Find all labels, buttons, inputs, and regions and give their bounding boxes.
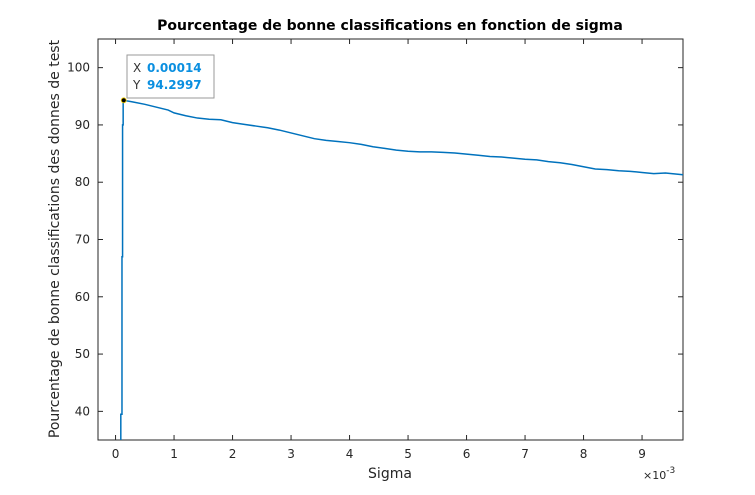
y-tick-label: 40: [75, 404, 90, 418]
x-tick-label: 5: [404, 447, 412, 461]
datatip-y-value: 94.2997: [147, 78, 202, 92]
x-axis-exponent-base: ×10: [643, 469, 666, 482]
datatip-marker: [120, 97, 127, 104]
x-axis: 0 1 2 3 4 5 6 7 8 9: [112, 39, 646, 461]
y-tick-label: 70: [75, 233, 90, 247]
chart-title: Pourcentage de bonne classifications en …: [157, 18, 623, 34]
x-axis-exponent: ×10-3: [643, 466, 675, 482]
y-axis: 40 50 60 70 80 90 100: [67, 61, 683, 418]
x-tick-label: 6: [463, 447, 471, 461]
y-tick-label: 80: [75, 175, 90, 189]
x-tick-label: 9: [638, 447, 646, 461]
y-tick-label: 50: [75, 347, 90, 361]
x-tick-label: 0: [112, 447, 120, 461]
x-tick-label: 2: [229, 447, 237, 461]
datatip-box: [126, 54, 215, 99]
plot-area: [97, 38, 684, 441]
x-tick-label: 4: [346, 447, 354, 461]
y-axis-label: Pourcentage de bonne classifications des…: [47, 39, 63, 438]
x-axis-exponent-power: -3: [666, 466, 675, 476]
x-axis-label: Sigma: [368, 466, 412, 482]
x-tick-label: 7: [521, 447, 529, 461]
datatip-y-key: Y: [132, 78, 141, 92]
datatip-x-key: X: [133, 61, 141, 75]
y-tick-label: 90: [75, 118, 90, 132]
series-line: [120, 99, 684, 440]
x-tick-label: 1: [170, 447, 178, 461]
y-tick-label: 60: [75, 290, 90, 304]
datatip-x-value: 0.00014: [147, 61, 202, 75]
x-tick-label: 3: [287, 447, 295, 461]
datatip[interactable]: X 0.00014 Y 94.2997: [120, 54, 215, 104]
y-tick-label: 100: [67, 61, 90, 75]
x-tick-label: 8: [580, 447, 588, 461]
